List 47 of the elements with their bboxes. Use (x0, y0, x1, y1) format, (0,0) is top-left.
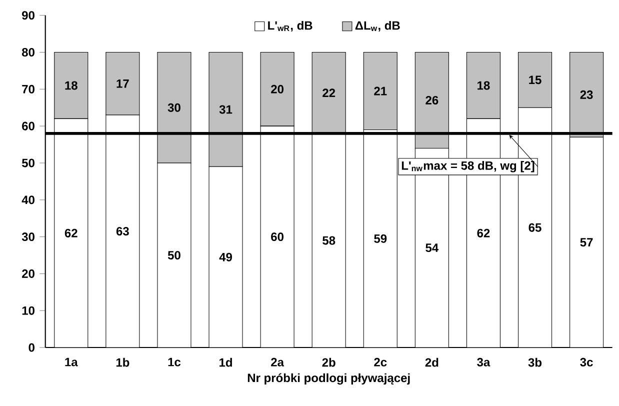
data-label: 26 (426, 96, 438, 104)
data-label: 50 (168, 250, 180, 260)
data-label: 18 (65, 81, 78, 90)
legend-label: ΔL$_{w}$, dB (355, 20, 400, 32)
data-label: 23 (580, 90, 593, 99)
x-tick-label: 1b (116, 358, 130, 367)
data-label: 63 (116, 226, 129, 236)
x-tick-label: 2b (322, 358, 336, 367)
y-tick-label: 50 (22, 158, 34, 168)
data-label: 49 (219, 252, 232, 262)
x-tick-label: 2a (271, 358, 284, 366)
x-tick-label: 1a (65, 358, 78, 366)
data-label: 31 (219, 105, 232, 114)
ref-line-label: L'$_{nw}$max = 58 dB, wg [2] (402, 160, 534, 172)
x-tick-label: 1d (220, 358, 232, 367)
x-tick-label: 2d (425, 358, 438, 367)
x-tick-label: 3a (477, 358, 490, 366)
data-label: 62 (477, 228, 490, 238)
data-label: 54 (426, 244, 439, 252)
y-tick-label: 10 (22, 306, 34, 315)
y-tick-label: 40 (22, 196, 34, 204)
x-tick-label: 2c (374, 358, 387, 366)
y-tick-label: 90 (22, 10, 34, 20)
x-tick-label: 3b (528, 358, 542, 367)
x-tick-label: 3c (580, 358, 593, 366)
data-label: 60 (271, 232, 284, 241)
y-tick-label: 80 (22, 48, 34, 56)
data-label: 58 (322, 236, 336, 245)
data-label: 30 (168, 103, 180, 112)
data-label: 15 (529, 76, 542, 84)
data-label: 65 (528, 223, 542, 232)
data-label: 17 (116, 79, 129, 88)
data-label: 20 (271, 84, 284, 94)
y-tick-label: 70 (22, 84, 34, 94)
y-tick-label: 20 (22, 269, 34, 278)
data-label: 59 (374, 234, 387, 243)
data-label: 22 (322, 88, 336, 97)
x-axis-title: Nr próbki podlogi pływającej (248, 373, 410, 385)
data-label: 62 (64, 228, 78, 238)
data-label: 57 (580, 238, 593, 246)
x-tick-label: 1c (168, 358, 181, 366)
data-label: 18 (478, 81, 490, 90)
legend-label: L'$_{wR}$, dB (268, 20, 312, 32)
data-label: 21 (374, 86, 387, 96)
y-tick-label: 30 (22, 232, 34, 241)
y-tick-label: 0 (28, 343, 34, 352)
y-tick-label: 60 (22, 122, 34, 130)
